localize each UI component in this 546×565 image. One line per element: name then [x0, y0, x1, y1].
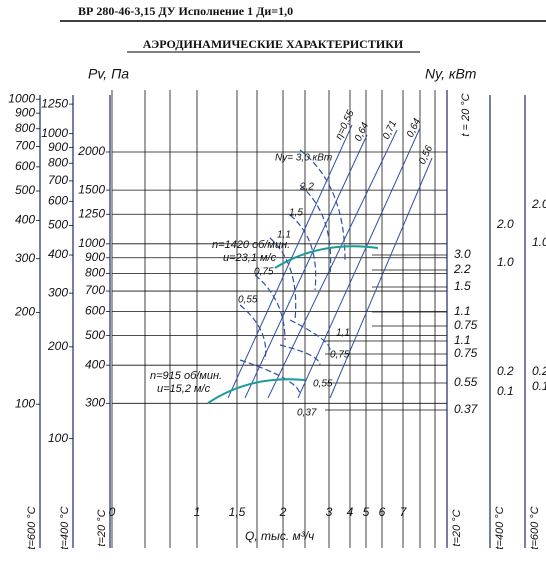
power-label: 1,1	[336, 328, 350, 339]
power-label: 2,2	[299, 182, 314, 193]
pv-tick-label: 800	[48, 155, 68, 169]
q-tick-label: 5	[363, 505, 370, 519]
power-label: 0,75	[254, 267, 274, 278]
temp-label: t=600 °C	[26, 506, 38, 549]
q-tick-label: 6	[379, 505, 386, 519]
ny-tick-label: 0.55	[454, 375, 478, 389]
curve-915	[207, 378, 306, 404]
ny-label: Ny, кВт	[425, 66, 477, 82]
power-label: Ny= 3,0 кВт	[275, 153, 332, 164]
pv-tick-label: 400	[85, 357, 105, 371]
ny-tick-label: 3.0	[454, 247, 471, 261]
pv-label: Pv, Па	[88, 66, 129, 82]
q-tick-label: 2	[279, 505, 287, 519]
pv-tick-label: 900	[15, 105, 35, 119]
ny-tick-label: 0.2	[497, 364, 514, 378]
power-label: 0,55	[238, 295, 258, 306]
pv-tick-label: 500	[15, 183, 35, 197]
pv-tick-label: 100	[15, 396, 35, 410]
curve-1420	[274, 245, 379, 269]
ny-tick-label: 2.0	[496, 217, 514, 231]
ny-tick-label: 0.75	[454, 346, 478, 360]
pv-tick-label: 600	[15, 159, 35, 173]
power-label: 1,1	[277, 230, 291, 241]
ny-tick-label: 1.0	[532, 235, 546, 249]
ny-tick-label: 1.5	[454, 279, 471, 293]
ny-tick-label: 1.1	[454, 333, 471, 347]
temp-label: t=600 °C	[529, 506, 541, 549]
q-tick-label: 1,5	[229, 505, 246, 519]
pv-tick-label: 800	[85, 266, 105, 280]
q-tick-label: 4	[347, 505, 354, 519]
temp-label: t=400 °C	[59, 506, 71, 549]
pv-tick-label: 500	[85, 328, 105, 342]
ny-tick-label: 0.1	[497, 384, 514, 398]
pv-tick-label: 600	[85, 304, 105, 318]
curve-speed: n=1420 об/мин.	[212, 239, 290, 251]
pv-tick-label: 700	[15, 139, 35, 153]
ny-tick-label: 2.0	[531, 197, 546, 211]
temp-label: t=20 °C	[451, 509, 463, 546]
pv-tick-label: 900	[48, 140, 68, 154]
curve-speed: n=915 об/мин.	[150, 370, 222, 382]
pv-tick-label: 600	[48, 193, 68, 207]
q-tick-label: 1	[194, 505, 201, 519]
title: АЭРОДИНАМИЧЕСКИЕ ХАРАКТЕРИСТИКИ	[143, 37, 404, 51]
efficiency-rays	[227, 124, 433, 399]
pv-tick-label: 1000	[8, 91, 35, 105]
pv-tick-label: 200	[47, 339, 68, 353]
ny-tick-label: 2.2	[453, 262, 471, 276]
pv-tick-label: 1500	[78, 182, 105, 196]
curve-velocity: u=15,2 м/с	[157, 383, 211, 395]
power-label: 0,75	[330, 350, 350, 361]
ny-tick-label: 1.1	[454, 304, 471, 318]
pv-tick-label: 700	[48, 173, 68, 187]
pv-tick-label: 400	[48, 247, 68, 261]
pv-tick-label: 1250	[78, 206, 105, 220]
pv-tick-label: 1250	[41, 96, 68, 110]
ny-tick-label: 0.75	[454, 318, 478, 332]
q-label: Q, тыс. м³/ч	[245, 529, 314, 543]
ny-tick-label: 1.0	[497, 255, 514, 269]
pv-tick-label: 700	[85, 283, 105, 297]
q-tick-label: 7	[400, 505, 408, 519]
ny-tick-label: 0.2	[532, 364, 546, 378]
pv-tick-label: 400	[15, 213, 35, 227]
q-tick-label: 0	[109, 505, 116, 519]
efficiency-label: 0,64	[353, 121, 371, 144]
ny-tick-label: 0.37	[454, 402, 479, 416]
power-label: 0,55	[313, 379, 333, 390]
ny-tick-label: 0.1	[532, 379, 546, 393]
pv-tick-label: 100	[48, 431, 68, 445]
grid	[36, 90, 526, 548]
curve-velocity: u=23,1 м/с	[223, 252, 277, 264]
pv-tick-label: 300	[15, 251, 35, 265]
pv-tick-label: 800	[15, 121, 35, 135]
temp-label: t=20 °C	[96, 509, 108, 546]
pv-tick-label: 500	[48, 218, 68, 232]
pv-tick-label: 300	[85, 395, 105, 409]
top-temp: t = 20 °C	[460, 93, 472, 136]
power-label: 1,5	[289, 208, 303, 219]
pv-tick-label: 2000	[77, 144, 105, 158]
pv-tick-label: 1000	[78, 236, 105, 250]
pv-tick-label: 1000	[41, 126, 68, 140]
pv-tick-label: 900	[85, 250, 105, 264]
header: ВР 280-46-3,15 ДУ Исполнение 1 Ди=1,0	[78, 4, 293, 18]
temp-label: t=400 °C	[494, 506, 506, 549]
pv-tick-label: 300	[48, 285, 68, 299]
power-label: 0,37	[297, 408, 317, 419]
q-tick-label: 3	[326, 505, 333, 519]
pv-tick-label: 200	[14, 305, 35, 319]
efficiency-label: 0,64	[405, 117, 423, 140]
power-curves	[239, 149, 346, 396]
